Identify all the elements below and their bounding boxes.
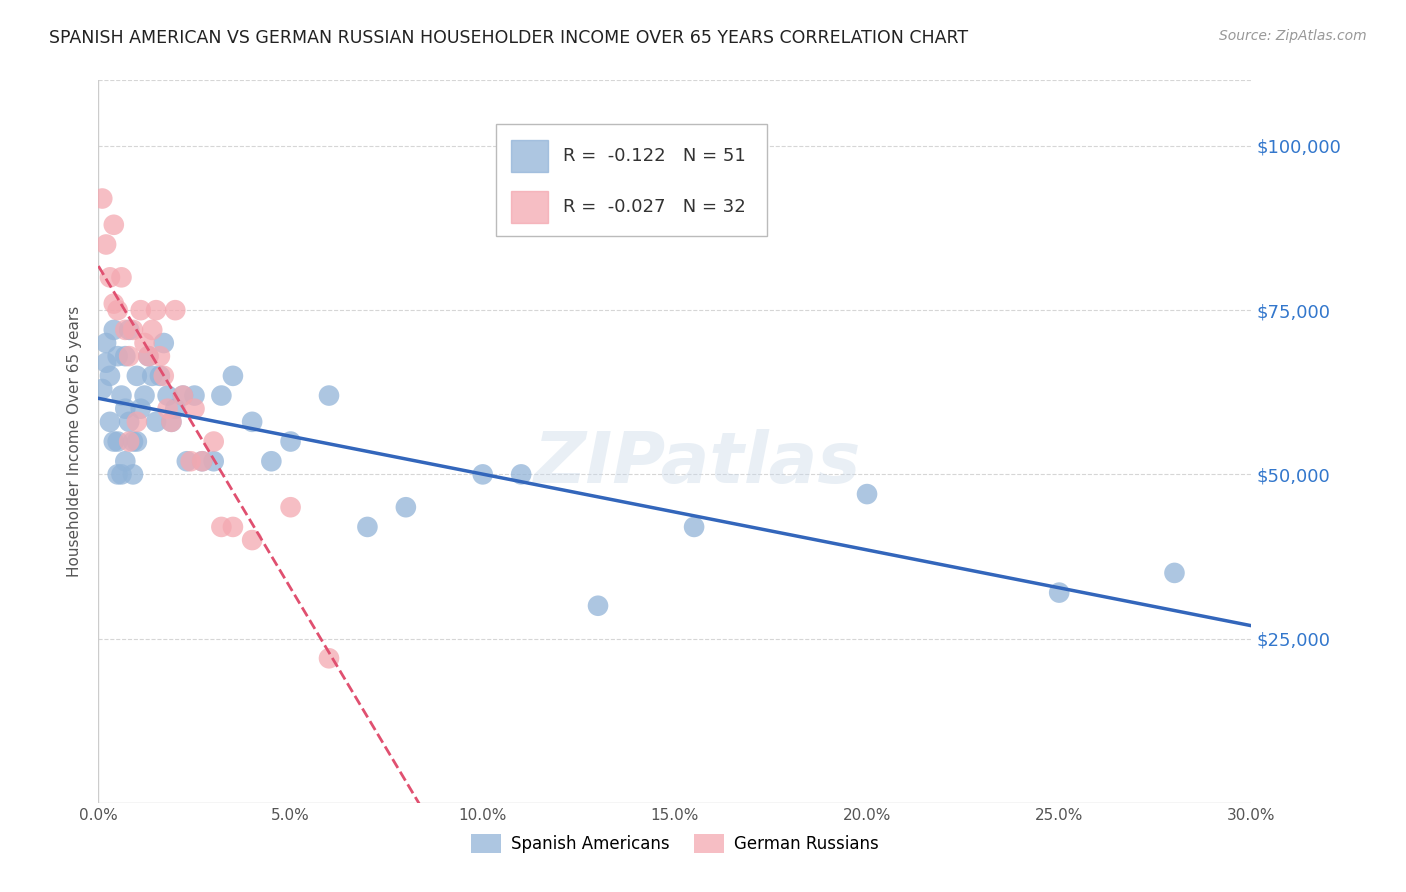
Point — [280, 434, 302, 449]
Point — [202, 434, 225, 449]
Point — [122, 323, 145, 337]
Point — [160, 415, 183, 429]
Point — [165, 303, 187, 318]
Point — [172, 388, 194, 402]
Point — [209, 520, 232, 534]
Point — [586, 599, 609, 613]
Point — [240, 533, 263, 547]
Point — [98, 415, 121, 429]
Point — [94, 237, 117, 252]
Text: R =  -0.027   N = 32: R = -0.027 N = 32 — [562, 198, 745, 216]
Point — [110, 388, 132, 402]
Point — [471, 467, 494, 482]
Point — [141, 323, 163, 337]
Text: SPANISH AMERICAN VS GERMAN RUSSIAN HOUSEHOLDER INCOME OVER 65 YEARS CORRELATION : SPANISH AMERICAN VS GERMAN RUSSIAN HOUSE… — [49, 29, 969, 46]
Point — [103, 434, 125, 449]
Point — [222, 368, 245, 383]
Point — [94, 356, 117, 370]
Point — [1163, 566, 1185, 580]
Point — [138, 349, 160, 363]
Point — [122, 467, 145, 482]
Point — [280, 500, 302, 515]
Point — [107, 467, 129, 482]
Point — [318, 388, 340, 402]
Point — [183, 388, 205, 402]
Point — [141, 368, 163, 383]
Point — [156, 401, 179, 416]
Point — [318, 651, 340, 665]
Point — [356, 520, 378, 534]
Point — [191, 454, 214, 468]
Point — [114, 454, 136, 468]
Point — [94, 336, 117, 351]
Point — [91, 382, 114, 396]
Point — [149, 349, 172, 363]
Text: R =  -0.122   N = 51: R = -0.122 N = 51 — [562, 147, 745, 165]
Point — [129, 303, 152, 318]
Point — [510, 467, 533, 482]
Point — [125, 415, 148, 429]
Point — [125, 434, 148, 449]
Point — [138, 349, 160, 363]
Point — [240, 415, 263, 429]
Point — [107, 303, 129, 318]
Point — [114, 401, 136, 416]
Point — [856, 487, 879, 501]
Point — [114, 323, 136, 337]
Point — [122, 434, 145, 449]
Point — [125, 368, 148, 383]
Point — [145, 303, 167, 318]
Point — [118, 323, 141, 337]
FancyBboxPatch shape — [512, 191, 548, 223]
Point — [172, 388, 194, 402]
Point — [183, 401, 205, 416]
Point — [110, 270, 132, 285]
Point — [118, 349, 141, 363]
Point — [134, 336, 156, 351]
Point — [107, 434, 129, 449]
Point — [98, 270, 121, 285]
FancyBboxPatch shape — [512, 140, 548, 172]
Point — [180, 454, 202, 468]
Point — [152, 336, 174, 351]
Point — [176, 454, 198, 468]
Point — [103, 323, 125, 337]
Y-axis label: Householder Income Over 65 years: Householder Income Over 65 years — [67, 306, 83, 577]
Point — [110, 467, 132, 482]
Point — [156, 388, 179, 402]
Point — [98, 368, 121, 383]
Point — [260, 454, 283, 468]
Point — [118, 415, 141, 429]
Point — [103, 296, 125, 310]
Point — [165, 401, 187, 416]
Point — [134, 388, 156, 402]
Point — [129, 401, 152, 416]
Point — [395, 500, 418, 515]
Point — [149, 368, 172, 383]
Point — [191, 454, 214, 468]
Point — [202, 454, 225, 468]
Point — [222, 520, 245, 534]
Point — [152, 368, 174, 383]
Point — [114, 349, 136, 363]
Point — [91, 192, 114, 206]
Point — [103, 218, 125, 232]
Text: Source: ZipAtlas.com: Source: ZipAtlas.com — [1219, 29, 1367, 43]
Point — [118, 434, 141, 449]
Point — [683, 520, 706, 534]
Legend: Spanish Americans, German Russians: Spanish Americans, German Russians — [464, 827, 886, 860]
Point — [209, 388, 232, 402]
Point — [160, 415, 183, 429]
Text: ZIPatlas: ZIPatlas — [534, 429, 862, 498]
Point — [1047, 585, 1070, 599]
FancyBboxPatch shape — [496, 124, 768, 235]
Point — [107, 349, 129, 363]
Point — [145, 415, 167, 429]
